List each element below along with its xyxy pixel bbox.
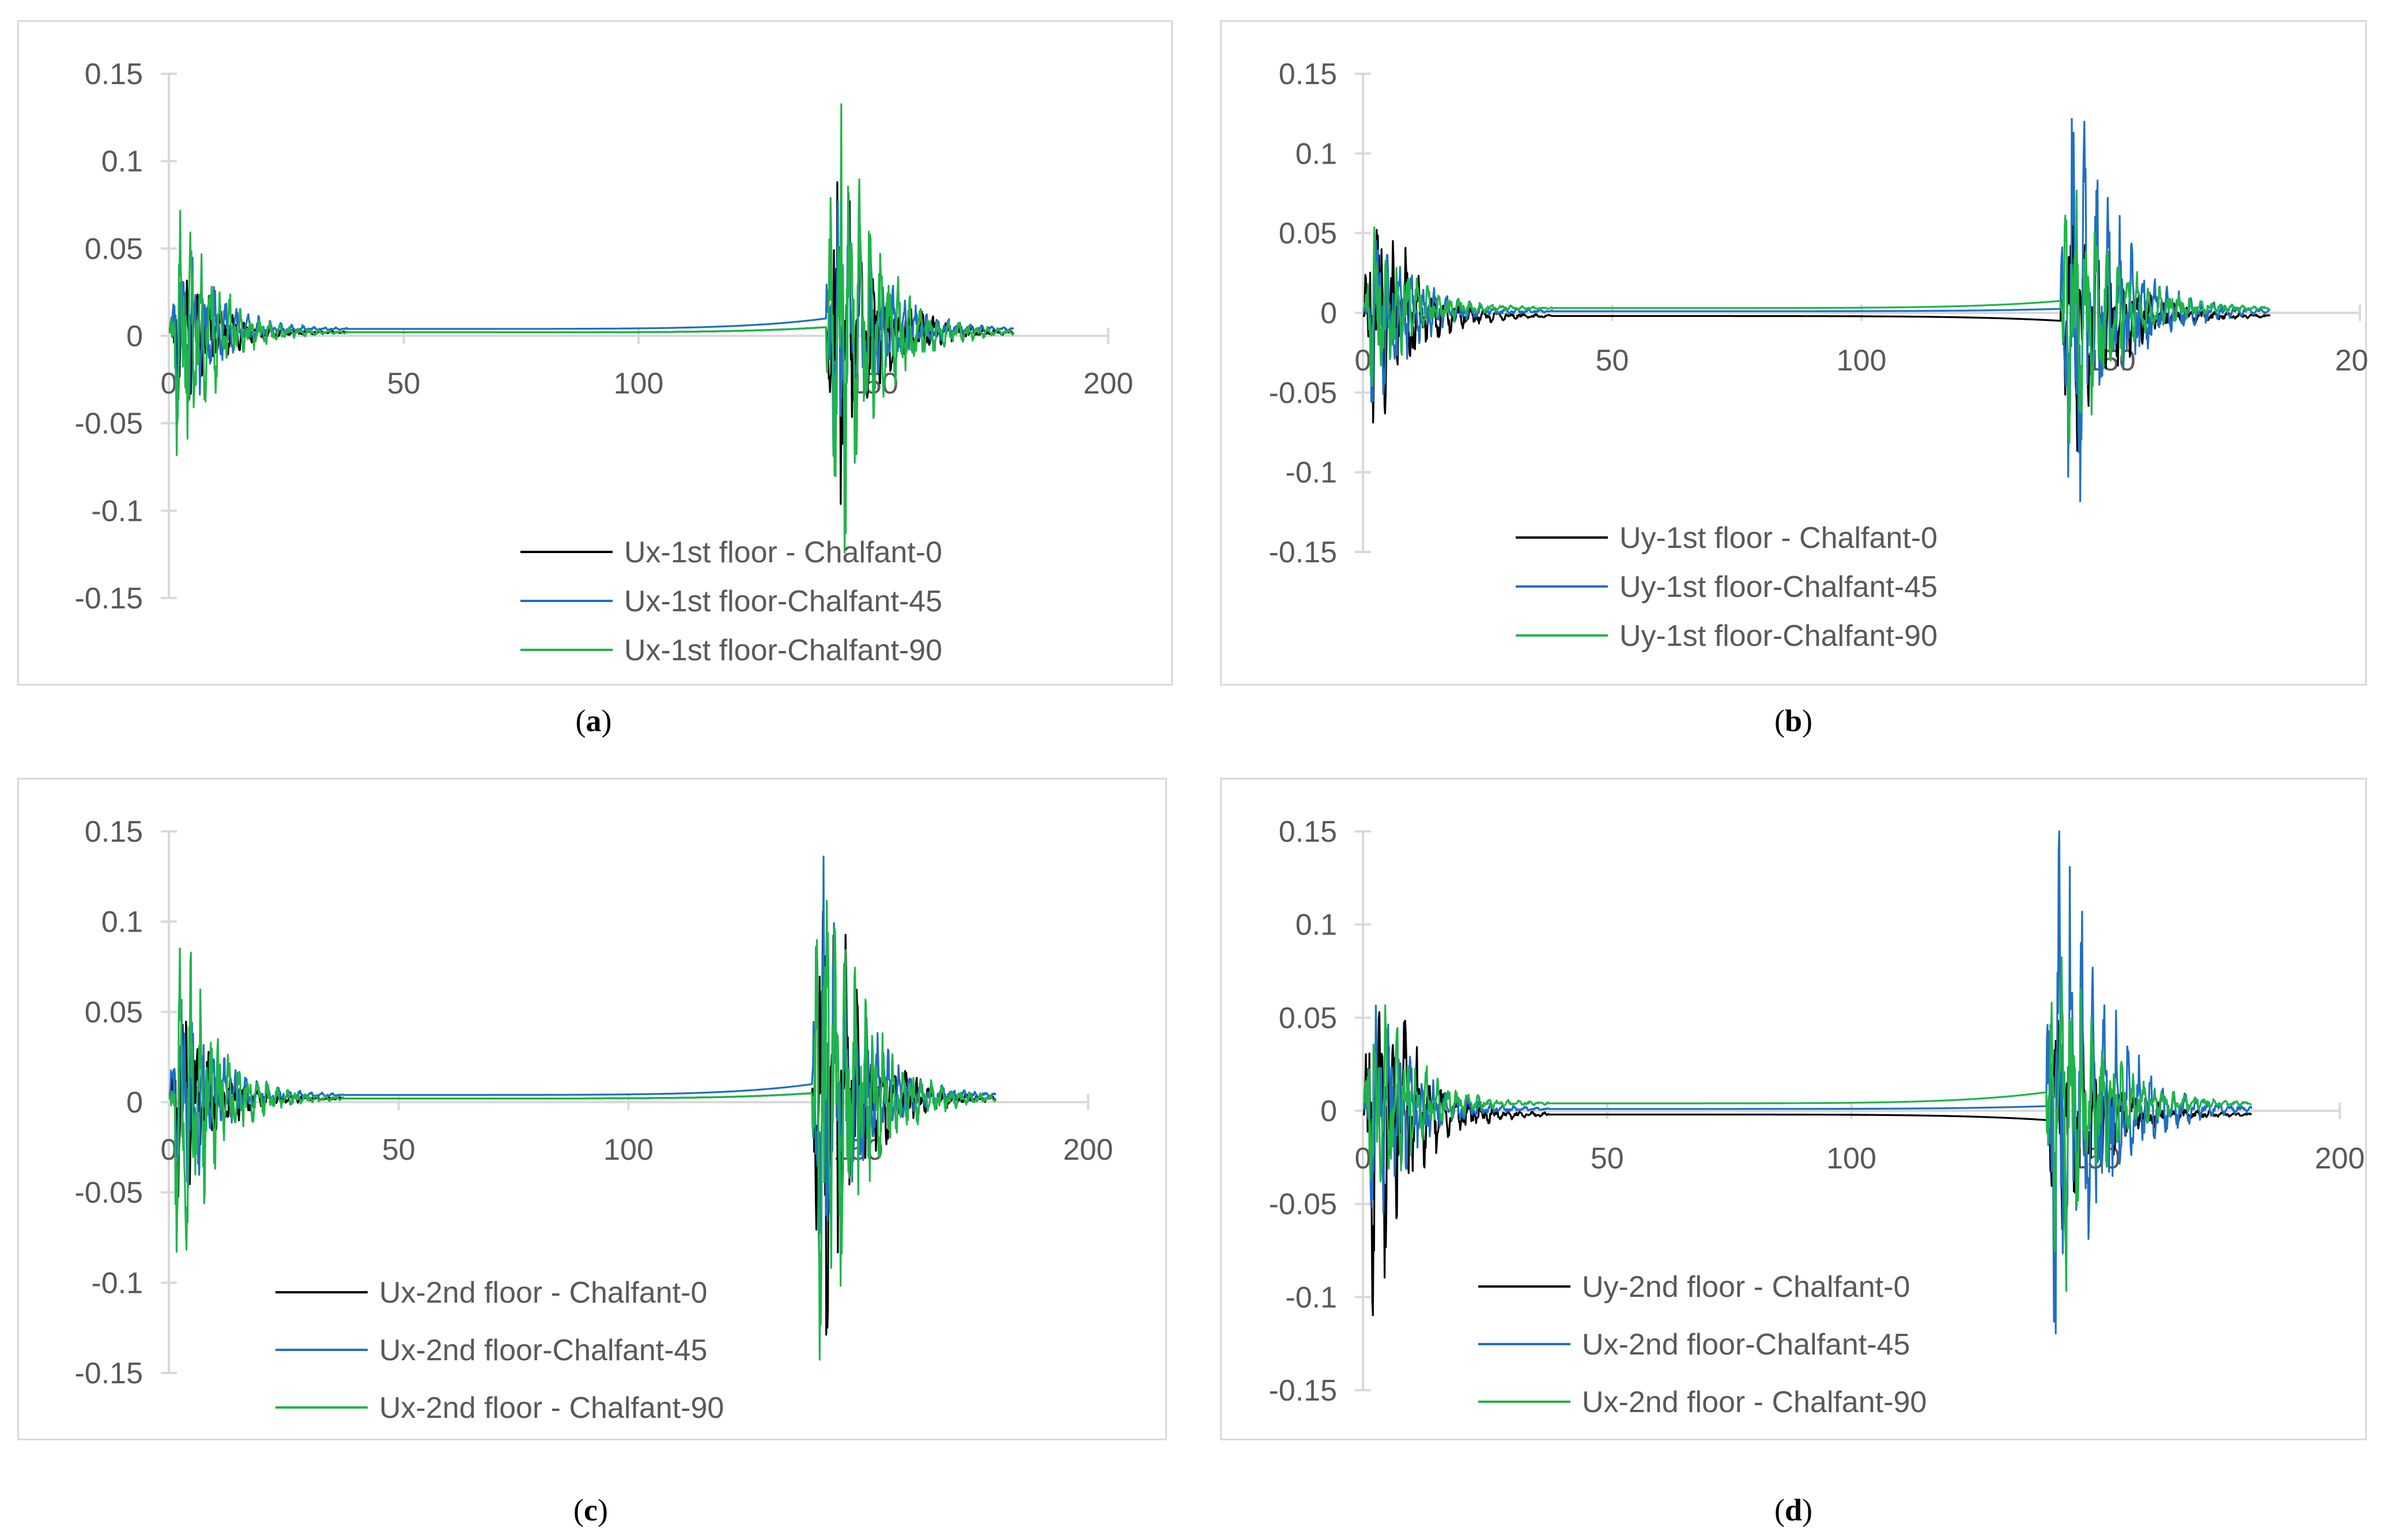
- x-tick-label: 200: [2315, 1142, 2365, 1175]
- caption-a-letter: a: [586, 703, 602, 738]
- chart-panel-b: 0.150.10.050-0.05-0.1-0.15050100150200Uy…: [1220, 20, 2369, 686]
- legend-label: Ux-2nd floor-Chalfant-45: [1582, 1328, 1910, 1361]
- y-tick-label: -0.15: [74, 582, 143, 615]
- legend-label: Uy-2nd floor - Chalfant-0: [1582, 1270, 1910, 1304]
- chart-svg-b: 0.150.10.050-0.05-0.1-0.15050100150200Uy…: [1268, 58, 2369, 653]
- y-tick-label: 0: [1320, 1095, 1337, 1128]
- y-tick-label: 0.1: [1296, 137, 1337, 171]
- series-line: [1362, 190, 2271, 444]
- x-tick-label: 200: [1083, 367, 1134, 400]
- legend-label: Ux-2nd floor - Chalfant-90: [1582, 1386, 1927, 1419]
- y-tick-label: -0.1: [1285, 456, 1337, 490]
- x-tick-label: 100: [603, 1133, 654, 1167]
- caption-d-letter: d: [1784, 1493, 1803, 1527]
- chart-svg-a: 0.150.10.050-0.05-0.1-0.150 50 100 150 200Ux…: [74, 58, 1134, 667]
- legend-label: Ux-1st floor-Chalfant-45: [624, 585, 942, 618]
- y-tick-label: 0.1: [101, 145, 143, 179]
- caption-c-letter: c: [584, 1493, 598, 1527]
- caption-a: (a): [575, 703, 612, 738]
- y-tick-label: -0.1: [91, 1266, 143, 1300]
- x-tick-label: 50: [1596, 344, 1629, 377]
- series-line: [1362, 1011, 2252, 1316]
- chart-svg-d: 0.150.10.050-0.05-0.1-0.150 50 100 150 200Uy…: [1268, 815, 2365, 1419]
- y-tick-label: -0.15: [1268, 536, 1337, 569]
- y-tick-label: -0.05: [74, 1176, 143, 1210]
- y-tick-label: 0.05: [1279, 217, 1337, 251]
- y-tick-label: 0: [1320, 297, 1337, 330]
- x-tick-label: 50: [387, 367, 421, 400]
- y-tick-label: 0: [126, 1086, 143, 1119]
- caption-b: (b): [1774, 703, 1812, 738]
- y-tick-label: -0.15: [1268, 1374, 1337, 1407]
- x-tick-label: 100: [1837, 344, 1887, 377]
- series-line: [1362, 213, 2271, 452]
- y-tick-label: -0.1: [1285, 1281, 1337, 1314]
- x-tick-label: 100: [1826, 1142, 1876, 1175]
- y-tick-label: -0.05: [1268, 1188, 1337, 1221]
- series-line: [168, 103, 1015, 554]
- x-tick-label: 0: [1355, 344, 1372, 377]
- series-line: [1362, 956, 2252, 1292]
- legend-label: Ux-1st floor - Chalfant-0: [624, 536, 942, 569]
- chart-panel-d: 0.15 0.1 0.05 0 -0.05 -0.1 -0.15 0 50 100 150 200 Uy…: [1220, 778, 2367, 1440]
- y-tick-label: 0.1: [101, 906, 143, 939]
- series-line: [1362, 830, 2253, 1335]
- legend-label: Ux-2nd floor - Chalfant-90: [379, 1391, 724, 1425]
- legend-label: Uy-1st floor-Chalfant-45: [1619, 570, 1938, 604]
- y-tick-label: -0.15: [74, 1357, 143, 1390]
- y-tick-label: -0.05: [74, 407, 143, 441]
- y-tick-label: 0.15: [1279, 58, 1337, 91]
- y-tick-label: 0.05: [85, 232, 143, 266]
- y-tick-label: -0.1: [91, 494, 143, 528]
- x-tick-label: 0: [161, 367, 178, 400]
- y-tick-label: 0.15: [1279, 815, 1337, 849]
- x-tick-label: 200: [1063, 1133, 1113, 1167]
- caption-d: (d): [1774, 1493, 1812, 1527]
- series-line: [168, 899, 997, 1361]
- legend-label: Ux-2nd floor - Chalfant-0: [379, 1276, 707, 1310]
- series-line: [1362, 118, 2271, 502]
- y-tick-label: 0: [126, 320, 143, 353]
- x-tick-label: 200: [2335, 344, 2369, 377]
- legend-label: Uy-1st floor-Chalfant-90: [1619, 619, 1938, 653]
- chart-svg-c: 0.150.10.050-0.05-0.1-0.150 50 100 150 200Ux…: [74, 815, 1113, 1425]
- y-tick-label: 0.15: [85, 815, 143, 849]
- legend-label: Ux-1st floor-Chalfant-90: [624, 634, 942, 667]
- x-tick-label: 50: [382, 1133, 416, 1167]
- y-tick-label: 0.1: [1296, 909, 1337, 942]
- y-tick-label: 0.05: [85, 996, 143, 1029]
- legend-label: Uy-1st floor - Chalfant-0: [1619, 521, 1938, 555]
- caption-b-letter: b: [1784, 703, 1803, 738]
- x-tick-label: 50: [1591, 1142, 1624, 1175]
- caption-c: (c): [573, 1493, 608, 1527]
- y-tick-label: 0.05: [1279, 1001, 1337, 1035]
- x-tick-label: 100: [614, 367, 664, 400]
- y-tick-label: -0.05: [1268, 376, 1337, 410]
- chart-panel-a: 0.15 0.1 0.05 0 -0.05 -0.1 -0.15 0 50 100 150 200 Ux…: [17, 20, 1173, 686]
- y-tick-label: 0.15: [85, 58, 143, 91]
- chart-panel-c: 0.15 0.1 0.05 0 -0.05 -0.1 -0.15 0 50 100 150 200 Ux…: [17, 778, 1167, 1440]
- legend-label: Ux-2nd floor-Chalfant-45: [379, 1334, 707, 1367]
